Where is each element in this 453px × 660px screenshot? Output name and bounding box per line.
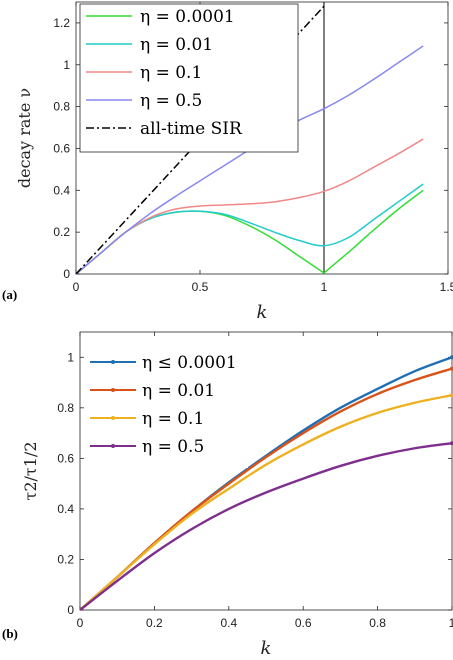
x-tick-label: 0 (77, 616, 84, 630)
y-tick-label: 0.8 (53, 100, 70, 114)
series-end-marker-2 (450, 366, 453, 371)
x-tick-label: 1 (449, 616, 453, 630)
legend-label-4: η = 0.5 (140, 91, 202, 111)
y-tick-label: 0.4 (53, 183, 70, 197)
legend-label-5: all-time SIR (140, 119, 243, 139)
legend: η = 0.0001 η = 0.01 η = 0.1 η = 0.5 all-time… (79, 3, 299, 153)
x-tick-label: 0.5 (192, 280, 209, 294)
y-tick-label: 0.6 (53, 141, 70, 155)
y-axis-label: decay rate ν (15, 88, 34, 188)
chart-panel-b: 0 0.2 0.4 0.6 0.8 100.20.40.60.81 η ≤ 0.0001η … (2, 331, 453, 659)
series-end-marker-4 (450, 441, 453, 446)
legend: η ≤ 0.0001 η = 0.01 η = 0.1 η = 0.5 (84, 340, 248, 468)
legend-marker-4 (111, 444, 115, 448)
y-tick-label: 1 (63, 58, 70, 72)
y-tick-label: 0.4 (57, 502, 74, 516)
y-tick-label: 1.2 (53, 16, 70, 30)
y-tick-label: 0.2 (57, 552, 74, 566)
x-tick-label: 0.6 (295, 616, 312, 630)
series-end-marker-1 (450, 355, 453, 360)
legend-marker-3 (111, 416, 115, 420)
x-tick-label: 0.8 (369, 616, 386, 630)
y-axis-label: τ2/τ1/2 (21, 441, 40, 500)
x-tick-label: 0 (73, 280, 80, 294)
x-axis-label: k (257, 302, 268, 323)
legend-label-2: η = 0.01 (142, 381, 215, 401)
x-tick-label: 1 (321, 280, 328, 294)
legend-box (79, 3, 299, 153)
legend-marker-2 (111, 388, 115, 392)
panel-label: (a) (2, 287, 17, 302)
x-tick-label: 0.2 (146, 616, 163, 630)
legend-marker-1 (111, 360, 115, 364)
x-tick-label: 1.5 (440, 280, 453, 294)
legend-label-1: η = 0.0001 (140, 7, 235, 27)
series-end-marker-3 (450, 393, 453, 398)
y-tick-label: 0 (63, 267, 70, 281)
y-tick-label: 0.6 (57, 451, 74, 465)
y-tick-label: 1 (67, 350, 74, 364)
panel-label: (b) (2, 626, 18, 641)
series-line-4 (79, 442, 453, 611)
x-axis-label: k (261, 638, 272, 659)
legend-label-1: η ≤ 0.0001 (142, 353, 237, 373)
legend-label-3: η = 0.1 (142, 409, 204, 429)
y-tick-label: 0 (67, 603, 74, 617)
legend-label-4: η = 0.5 (142, 437, 204, 457)
legend-label-2: η = 0.01 (140, 35, 213, 55)
legend-label-3: η = 0.1 (140, 63, 202, 83)
series-line-3 (79, 394, 453, 611)
x-tick-label: 0.4 (220, 616, 237, 630)
y-tick-label: 0.2 (53, 225, 70, 239)
y-tick-label: 0.8 (57, 401, 74, 415)
